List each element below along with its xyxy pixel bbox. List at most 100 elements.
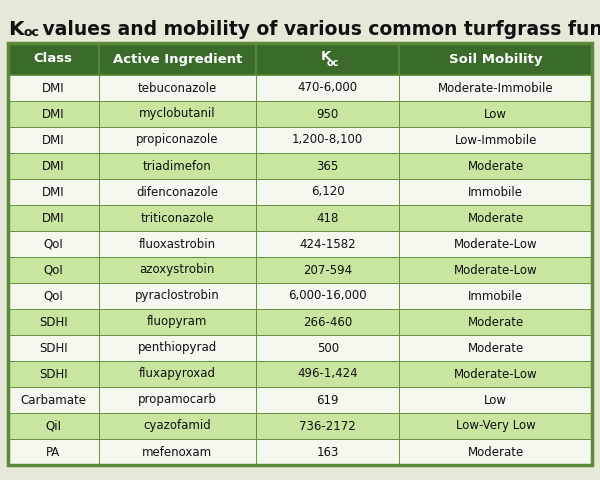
Text: DMI: DMI bbox=[42, 133, 65, 146]
Bar bbox=[256, 153, 399, 179]
Text: propiconazole: propiconazole bbox=[136, 133, 218, 146]
Text: QoI: QoI bbox=[43, 289, 63, 302]
Bar bbox=[98, 75, 256, 101]
Text: 6,120: 6,120 bbox=[311, 185, 344, 199]
Bar bbox=[399, 231, 592, 257]
Text: QoI: QoI bbox=[43, 238, 63, 251]
Text: Low-Very Low: Low-Very Low bbox=[456, 420, 536, 432]
Bar bbox=[399, 309, 592, 335]
Bar bbox=[256, 309, 399, 335]
Bar bbox=[98, 413, 256, 439]
Bar bbox=[256, 257, 399, 283]
Text: DMI: DMI bbox=[42, 82, 65, 95]
Text: 424-1582: 424-1582 bbox=[299, 238, 356, 251]
Bar bbox=[256, 205, 399, 231]
Bar bbox=[98, 179, 256, 205]
Bar bbox=[256, 101, 399, 127]
Bar bbox=[98, 127, 256, 153]
Text: Immobile: Immobile bbox=[468, 185, 523, 199]
Text: Class: Class bbox=[34, 52, 73, 65]
Text: SDHI: SDHI bbox=[39, 368, 68, 381]
Text: 266-460: 266-460 bbox=[303, 315, 352, 328]
Text: Moderate: Moderate bbox=[467, 341, 524, 355]
Text: 163: 163 bbox=[317, 445, 339, 458]
Text: Moderate: Moderate bbox=[467, 315, 524, 328]
Bar bbox=[8, 127, 98, 153]
Bar bbox=[8, 361, 98, 387]
Text: fluxapyroxad: fluxapyroxad bbox=[139, 368, 216, 381]
Bar bbox=[399, 257, 592, 283]
Bar bbox=[399, 361, 592, 387]
Text: 365: 365 bbox=[317, 159, 339, 172]
Bar bbox=[399, 179, 592, 205]
Text: mefenoxam: mefenoxam bbox=[142, 445, 212, 458]
Bar bbox=[98, 231, 256, 257]
Bar bbox=[8, 101, 98, 127]
Bar bbox=[98, 101, 256, 127]
Text: 207-594: 207-594 bbox=[303, 264, 352, 276]
Bar bbox=[8, 439, 98, 465]
Text: Moderate: Moderate bbox=[467, 212, 524, 225]
Text: SDHI: SDHI bbox=[39, 341, 68, 355]
Text: values and mobility of various common turfgrass fungicides: values and mobility of various common tu… bbox=[36, 20, 600, 39]
Text: SDHI: SDHI bbox=[39, 315, 68, 328]
Text: Moderate-Low: Moderate-Low bbox=[454, 368, 538, 381]
Bar bbox=[98, 439, 256, 465]
Bar bbox=[8, 231, 98, 257]
Bar bbox=[98, 335, 256, 361]
Text: azoxystrobin: azoxystrobin bbox=[140, 264, 215, 276]
Bar bbox=[98, 257, 256, 283]
Text: K: K bbox=[321, 50, 331, 63]
Bar bbox=[399, 43, 592, 75]
Bar bbox=[98, 361, 256, 387]
Text: Immobile: Immobile bbox=[468, 289, 523, 302]
Text: oc: oc bbox=[24, 26, 40, 39]
Text: Moderate: Moderate bbox=[467, 159, 524, 172]
Bar bbox=[8, 179, 98, 205]
Bar bbox=[98, 43, 256, 75]
Bar bbox=[399, 101, 592, 127]
Text: DMI: DMI bbox=[42, 185, 65, 199]
Bar bbox=[8, 257, 98, 283]
Text: QoI: QoI bbox=[43, 264, 63, 276]
Bar bbox=[256, 413, 399, 439]
Bar bbox=[399, 153, 592, 179]
Text: Moderate: Moderate bbox=[467, 445, 524, 458]
Text: PA: PA bbox=[46, 445, 61, 458]
Text: triticonazole: triticonazole bbox=[140, 212, 214, 225]
Text: pyraclostrobin: pyraclostrobin bbox=[135, 289, 220, 302]
Text: cyazofamid: cyazofamid bbox=[143, 420, 211, 432]
Text: K: K bbox=[8, 20, 23, 39]
Bar bbox=[8, 335, 98, 361]
Bar bbox=[8, 43, 98, 75]
Text: fluoxastrobin: fluoxastrobin bbox=[139, 238, 216, 251]
Bar bbox=[98, 205, 256, 231]
Text: DMI: DMI bbox=[42, 108, 65, 120]
Bar bbox=[8, 413, 98, 439]
Bar bbox=[98, 283, 256, 309]
Bar bbox=[98, 153, 256, 179]
Text: 736-2172: 736-2172 bbox=[299, 420, 356, 432]
Text: Soil Mobility: Soil Mobility bbox=[449, 52, 542, 65]
Text: 950: 950 bbox=[317, 108, 339, 120]
Bar bbox=[256, 283, 399, 309]
Bar bbox=[399, 335, 592, 361]
Bar bbox=[399, 413, 592, 439]
Text: triadimefon: triadimefon bbox=[143, 159, 212, 172]
Bar bbox=[399, 75, 592, 101]
Text: tebuconazole: tebuconazole bbox=[138, 82, 217, 95]
Bar bbox=[399, 205, 592, 231]
Text: Moderate-Low: Moderate-Low bbox=[454, 238, 538, 251]
Bar bbox=[256, 387, 399, 413]
Text: Moderate-Low: Moderate-Low bbox=[454, 264, 538, 276]
Bar bbox=[256, 43, 399, 75]
Bar bbox=[256, 231, 399, 257]
Text: 496-1,424: 496-1,424 bbox=[298, 368, 358, 381]
Text: 500: 500 bbox=[317, 341, 339, 355]
Text: propamocarb: propamocarb bbox=[138, 394, 217, 407]
Text: DMI: DMI bbox=[42, 212, 65, 225]
Bar bbox=[98, 387, 256, 413]
Bar bbox=[399, 283, 592, 309]
Text: 6,000-16,000: 6,000-16,000 bbox=[289, 289, 367, 302]
Bar bbox=[399, 127, 592, 153]
